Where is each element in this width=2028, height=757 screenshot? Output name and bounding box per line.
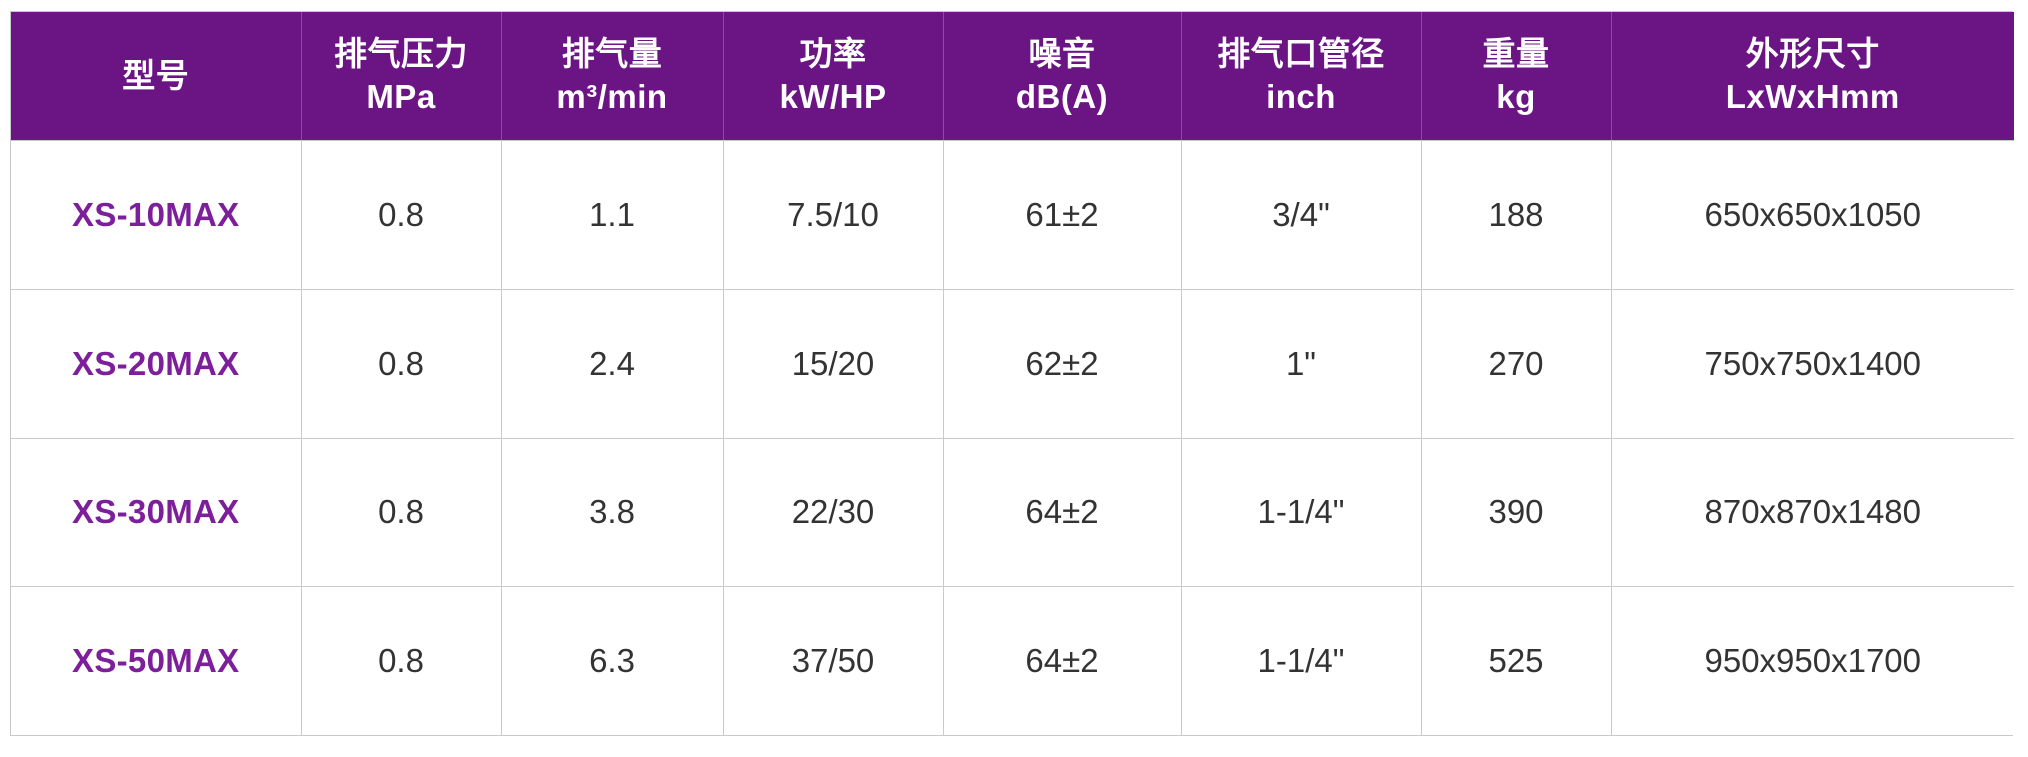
column-header-noise-unit: dB(A) (1015, 78, 1109, 115)
header-row: 型号 排气压力 MPa 排气量 m³/min 功率 kW/HP 噪音 dB (11, 12, 2014, 141)
table-row: XS-20MAX 0.8 2.4 15/20 62±2 1" 270 750x7… (11, 289, 2014, 439)
cell-model: XS-10MAX (11, 140, 302, 290)
cell-noise: 61±2 (943, 140, 1182, 290)
column-header-pressure: 排气压力 MPa (301, 12, 502, 141)
cell-pressure: 0.8 (301, 289, 502, 439)
cell-outlet: 1" (1181, 289, 1422, 439)
table-header: 型号 排气压力 MPa 排气量 m³/min 功率 kW/HP 噪音 dB (11, 12, 2014, 141)
column-header-flow-unit: m³/min (556, 78, 668, 115)
cell-power: 37/50 (723, 586, 944, 735)
column-header-dimensions: 外形尺寸 LxWxHmm (1611, 12, 2014, 141)
column-header-flow: 排气量 m³/min (501, 12, 724, 141)
cell-noise: 64±2 (943, 438, 1182, 588)
cell-power: 7.5/10 (723, 140, 944, 290)
cell-pressure: 0.8 (301, 140, 502, 290)
column-header-power: 功率 kW/HP (723, 12, 944, 141)
column-header-power-title: 功率 (799, 35, 867, 73)
cell-power: 15/20 (723, 289, 944, 439)
column-header-dimensions-title: 外形尺寸 (1745, 35, 1880, 73)
cell-model: XS-20MAX (11, 289, 302, 439)
column-header-pressure-title: 排气压力 (334, 35, 468, 73)
cell-outlet: 3/4" (1181, 140, 1422, 290)
cell-outlet: 1-1/4" (1181, 438, 1422, 588)
cell-flow: 2.4 (501, 289, 724, 439)
cell-dimensions: 870x870x1480 (1611, 438, 2014, 588)
cell-dimensions: 950x950x1700 (1611, 586, 2014, 735)
column-header-outlet-unit: inch (1266, 78, 1336, 115)
column-header-dimensions-unit: LxWxHmm (1725, 78, 1900, 115)
cell-model: XS-50MAX (11, 586, 302, 735)
cell-weight: 270 (1421, 289, 1612, 439)
cell-power: 22/30 (723, 438, 944, 588)
spec-table-container: 型号 排气压力 MPa 排气量 m³/min 功率 kW/HP 噪音 dB (10, 11, 2014, 736)
cell-dimensions: 750x750x1400 (1611, 289, 2014, 439)
table-body: XS-10MAX 0.8 1.1 7.5/10 61±2 3/4" 188 65… (11, 140, 2014, 735)
cell-pressure: 0.8 (301, 586, 502, 735)
column-header-power-unit: kW/HP (779, 78, 887, 115)
table-row: XS-30MAX 0.8 3.8 22/30 64±2 1-1/4" 390 8… (11, 438, 2014, 588)
cell-weight: 390 (1421, 438, 1612, 588)
cell-pressure: 0.8 (301, 438, 502, 588)
cell-flow: 3.8 (501, 438, 724, 588)
cell-weight: 188 (1421, 140, 1612, 290)
cell-flow: 1.1 (501, 140, 724, 290)
compressor-spec-table: 型号 排气压力 MPa 排气量 m³/min 功率 kW/HP 噪音 dB (11, 12, 2014, 735)
cell-flow: 6.3 (501, 586, 724, 735)
column-header-weight-title: 重量 (1482, 35, 1550, 73)
table-row: XS-50MAX 0.8 6.3 37/50 64±2 1-1/4" 525 9… (11, 586, 2014, 735)
cell-model: XS-30MAX (11, 438, 302, 588)
column-header-model: 型号 (11, 12, 302, 141)
column-header-flow-title: 排气量 (561, 35, 663, 73)
column-header-weight: 重量 kg (1421, 12, 1612, 141)
column-header-model-title: 型号 (122, 56, 190, 94)
column-header-outlet-title: 排气口管径 (1217, 35, 1385, 73)
table-row: XS-10MAX 0.8 1.1 7.5/10 61±2 3/4" 188 65… (11, 140, 2014, 290)
column-header-outlet: 排气口管径 inch (1181, 12, 1422, 141)
cell-outlet: 1-1/4" (1181, 586, 1422, 735)
column-header-weight-unit: kg (1496, 78, 1536, 115)
cell-noise: 62±2 (943, 289, 1182, 439)
cell-noise: 64±2 (943, 586, 1182, 735)
cell-weight: 525 (1421, 586, 1612, 735)
column-header-noise-title: 噪音 (1028, 35, 1096, 73)
cell-dimensions: 650x650x1050 (1611, 140, 2014, 290)
column-header-noise: 噪音 dB(A) (943, 12, 1182, 141)
column-header-pressure-unit: MPa (366, 78, 436, 115)
